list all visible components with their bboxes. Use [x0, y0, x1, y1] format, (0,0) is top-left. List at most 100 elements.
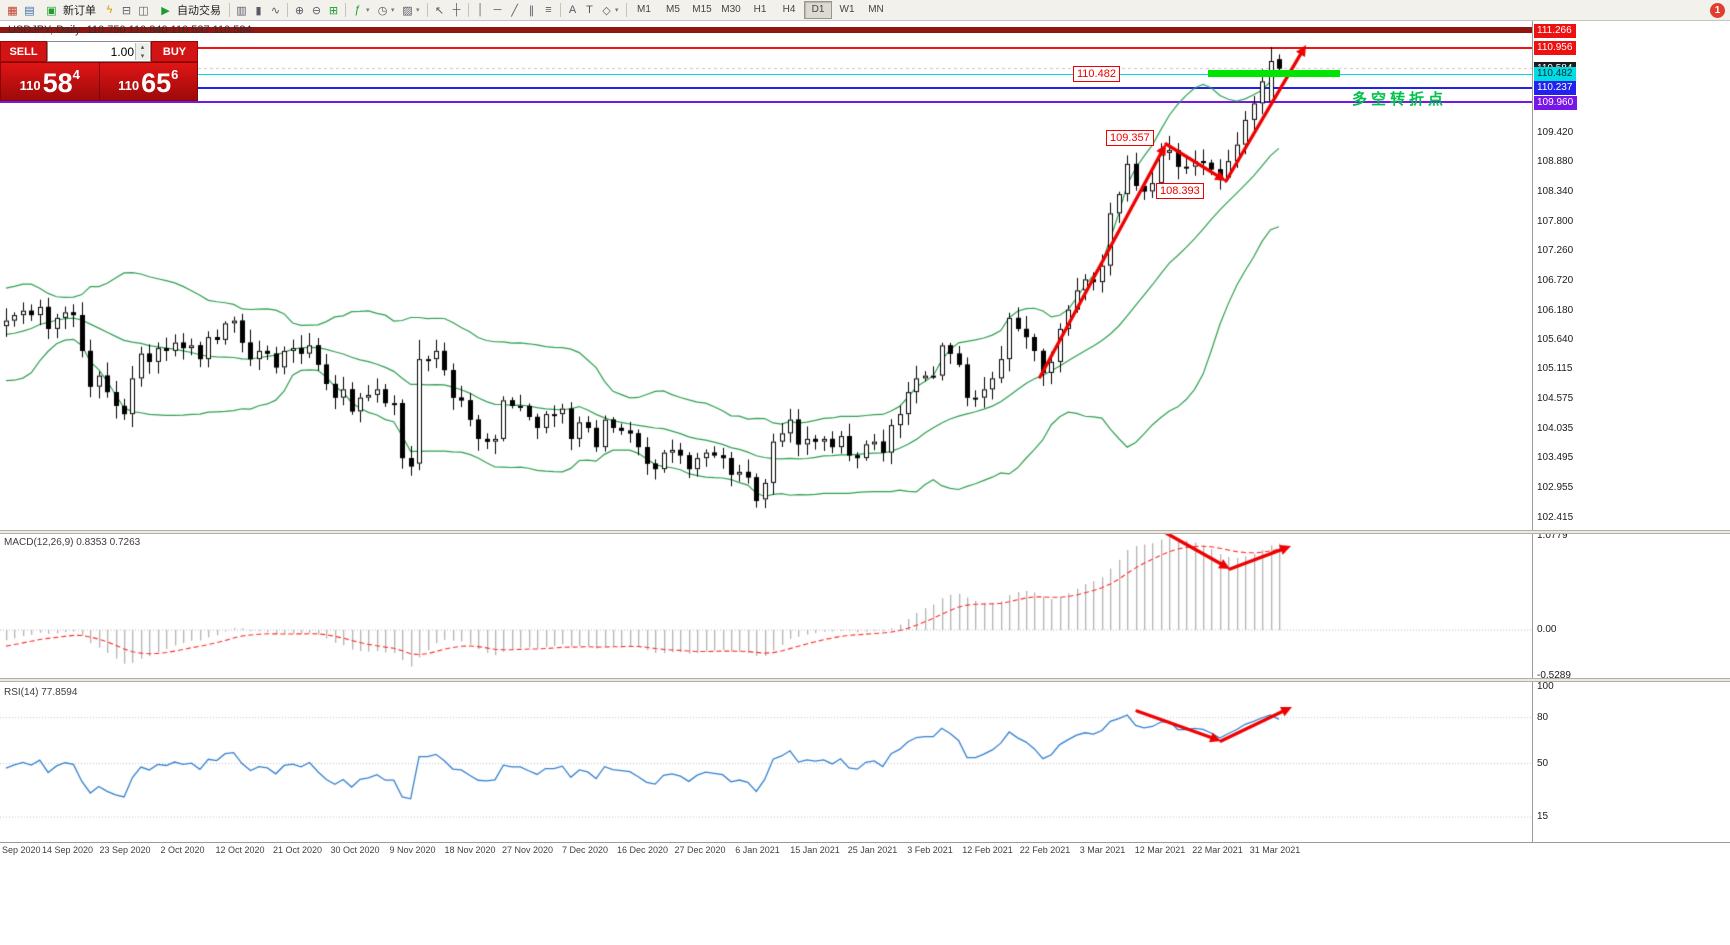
- macd-tick-0.00: 0.00: [1537, 624, 1557, 635]
- profiles-icon[interactable]: ▤: [24, 4, 35, 17]
- macd-tick--0.5289: -0.5289: [1537, 670, 1571, 681]
- toolbar-separator: [468, 3, 469, 17]
- date-label-5: 21 Oct 2020: [272, 845, 323, 855]
- buy-button[interactable]: BUY: [151, 41, 198, 62]
- panel-separator-rsi[interactable]: [0, 678, 1730, 682]
- price-marker-110.956: 110.956: [1534, 41, 1577, 56]
- price-tick-102.415: 102.415: [1537, 511, 1574, 523]
- timeframe-button-w1[interactable]: W1: [839, 4, 855, 15]
- timeframe-button-m15[interactable]: M15: [692, 4, 712, 15]
- price-marker-110.482: 110.482: [1534, 67, 1577, 82]
- timeframe-button-m5[interactable]: M5: [666, 4, 680, 15]
- volume-input[interactable]: [48, 42, 150, 61]
- timeframe-button-d1[interactable]: D1: [804, 1, 832, 19]
- toolbar-separator: [345, 3, 346, 17]
- price-annotation-108.393: 108.393: [1156, 183, 1204, 199]
- rsi-tick-15: 15: [1537, 811, 1549, 823]
- price-tick-102.955: 102.955: [1537, 482, 1574, 494]
- price-tick-108.340: 108.340: [1537, 185, 1574, 197]
- timeframe-button-m30[interactable]: M30: [721, 4, 741, 15]
- bar-chart-icon[interactable]: ▥: [236, 4, 247, 17]
- crosshair-icon[interactable]: ┼: [452, 4, 461, 16]
- zoom-out-icon[interactable]: ⊖: [311, 4, 322, 17]
- candle-chart-icon[interactable]: ▮: [255, 4, 262, 17]
- support-highlight-bar[interactable]: [1208, 70, 1340, 77]
- spin-down-icon[interactable]: ▾: [140, 52, 145, 60]
- cursor-icon[interactable]: ↖: [434, 4, 445, 17]
- lightning-icon[interactable]: ϟ: [106, 4, 113, 16]
- turning-point-label: 多空转折点: [1352, 91, 1448, 108]
- price-tick-106.180: 106.180: [1537, 304, 1574, 316]
- toolbar-separator: [287, 3, 288, 17]
- notification-badge[interactable]: 1: [1710, 3, 1725, 18]
- autotrade-label: 自动交易: [177, 5, 221, 17]
- trendline-icon[interactable]: ╱: [511, 4, 518, 17]
- bid-sup: 4: [72, 67, 80, 82]
- fibonacci-icon[interactable]: ≡: [545, 4, 552, 16]
- toolbar-separator: [560, 3, 561, 17]
- sell-button[interactable]: SELL: [0, 41, 47, 62]
- shapes-icon[interactable]: ◇: [602, 4, 611, 17]
- toolbar-separator: [626, 3, 627, 17]
- vertical-line-icon[interactable]: │: [477, 4, 484, 16]
- timeframe-button-m1[interactable]: M1: [637, 4, 651, 15]
- bid-price[interactable]: 110 58 4: [1, 63, 99, 100]
- new-chart-icon[interactable]: ▦: [7, 4, 18, 17]
- price-tick-109.420: 109.420: [1537, 126, 1574, 138]
- line-chart-icon[interactable]: ∿: [270, 4, 281, 17]
- date-label-21: 22 Mar 2021: [1192, 845, 1243, 855]
- rsi-tick-80: 80: [1537, 711, 1549, 723]
- text-tool-icon[interactable]: A: [568, 4, 577, 16]
- toolbar: ▦ ▤ ▣ 新订单 ϟ ⊟ ◫ ▶ 自动交易 ▥ ▮ ∿ ⊕ ⊖ ⊞ ƒ ▾ ◷…: [0, 0, 1730, 21]
- timeframe-button-h1[interactable]: H1: [753, 4, 767, 15]
- templates-dropdown-icon[interactable]: ▾: [416, 7, 420, 14]
- toolbar-separator: [229, 3, 230, 17]
- spin-up-icon[interactable]: ▴: [140, 44, 145, 52]
- date-label-3: 2 Oct 2020: [160, 845, 205, 855]
- periods-dropdown-icon[interactable]: ▾: [391, 7, 395, 14]
- bid-big: 58: [42, 68, 73, 98]
- price-marker-111.266: 111.266: [1534, 24, 1576, 38]
- toolbar-separator: [427, 3, 428, 17]
- zoom-in-icon[interactable]: ⊕: [294, 4, 305, 17]
- bid-prefix: 110: [19, 78, 41, 93]
- indicators-icon[interactable]: ƒ: [354, 4, 361, 16]
- print-icon[interactable]: ⊟: [121, 4, 132, 17]
- rsi-label: RSI(14) 77.8594: [4, 687, 78, 698]
- new-order-button[interactable]: ▣ 新订单: [38, 1, 101, 19]
- periods-icon[interactable]: ◷: [377, 4, 388, 17]
- shapes-dropdown-icon[interactable]: ▾: [615, 7, 619, 14]
- tile-windows-icon[interactable]: ⊞: [328, 4, 339, 17]
- label-tool-icon[interactable]: T: [586, 4, 593, 16]
- indicators-dropdown-icon[interactable]: ▾: [366, 7, 370, 14]
- volume-spinner[interactable]: ▴ ▾: [135, 43, 149, 60]
- macd-tick-1.0779: 1.0779: [1537, 530, 1568, 542]
- channel-icon[interactable]: ∥: [528, 4, 535, 17]
- date-label-11: 16 Dec 2020: [616, 845, 669, 855]
- date-label-7: 9 Nov 2020: [389, 845, 436, 855]
- date-label-4: 12 Oct 2020: [215, 845, 265, 855]
- ask-sup: 6: [171, 67, 179, 82]
- volume-box: ▴ ▾: [47, 41, 151, 62]
- ask-price[interactable]: 110 65 6: [98, 63, 198, 100]
- date-label-2: 23 Sep 2020: [99, 845, 151, 855]
- date-label-10: 7 Dec 2020: [561, 845, 609, 855]
- print-preview-icon[interactable]: ◫: [138, 4, 149, 17]
- ask-prefix: 110: [118, 78, 140, 93]
- timeframe-button-mn[interactable]: MN: [868, 4, 884, 15]
- panel-separator-macd[interactable]: [0, 530, 1730, 534]
- templates-icon[interactable]: ▨: [402, 4, 413, 17]
- date-label-1: 14 Sep 2020: [41, 845, 94, 855]
- timeframe-button-h4[interactable]: H4: [782, 4, 796, 15]
- horizontal-line-icon[interactable]: ─: [493, 4, 502, 16]
- time-axis-border: [0, 842, 1730, 843]
- price-axis-border: [1532, 21, 1533, 842]
- autotrade-button[interactable]: ▶ 自动交易: [152, 1, 226, 19]
- date-label-6: 30 Oct 2020: [330, 845, 380, 855]
- price-annotation-109.357: 109.357: [1106, 130, 1154, 146]
- date-label-15: 25 Jan 2021: [847, 845, 898, 855]
- date-label-8: 18 Nov 2020: [444, 845, 496, 855]
- date-label-22: 31 Mar 2021: [1249, 845, 1301, 855]
- new-order-label: 新订单: [63, 5, 96, 17]
